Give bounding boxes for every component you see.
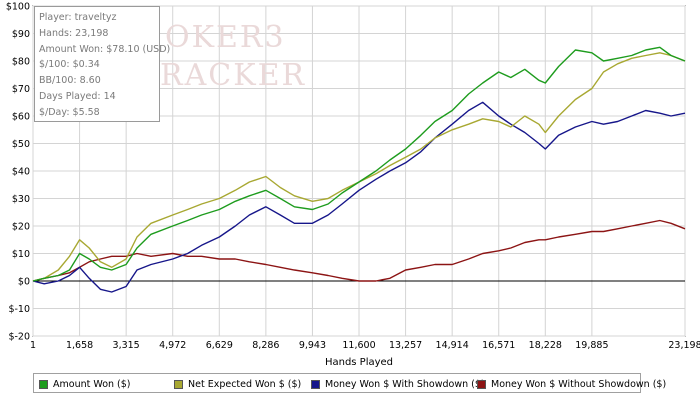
y-tick-label: $100 <box>6 2 30 13</box>
x-tick-label: 19,885 <box>575 340 608 351</box>
y-tick-label: $10 <box>12 249 30 260</box>
dollars-per-100: $/100: $0.34 <box>39 59 100 71</box>
y-tick-label: $30 <box>12 194 30 205</box>
x-axis-tick-labels: 1 1,658 3,315 4,972 6,629 8,286 9,943 11,600 13,… <box>30 340 700 351</box>
x-tick-label: 13,257 <box>389 340 422 351</box>
x-tick-label: 1 <box>30 340 36 351</box>
amount-won: Amount Won: $78.10 (USD) <box>39 43 171 55</box>
x-tick-label: 3,315 <box>113 340 140 351</box>
x-tick-label: 11,600 <box>342 340 375 351</box>
x-tick-label: 4,972 <box>159 340 186 351</box>
hands-count: Hands: 23,198 <box>39 27 109 39</box>
legend-swatch <box>39 379 48 389</box>
legend-swatch <box>477 379 486 389</box>
legend-label: Amount Won ($) <box>53 378 131 390</box>
series-line-money-won-with-showdown <box>32 101 686 293</box>
chart-legend: Amount Won ($) Net Expected Won $ ($) Mo… <box>33 373 666 393</box>
x-tick-label: 23,198 <box>668 340 700 351</box>
y-tick-label: $80 <box>12 57 30 68</box>
x-tick-label: 18,228 <box>529 340 562 351</box>
legend-label: Money Won $ Without Showdown ($) <box>491 378 667 390</box>
watermark-logo: OKER3 RACKER <box>160 20 306 93</box>
y-tick-label: $50 <box>12 139 30 150</box>
legend-item-without-showdown[interactable]: Money Won $ Without Showdown ($) <box>477 378 666 390</box>
series-line-money-won-without-showdown <box>32 219 686 282</box>
x-tick-label: 8,286 <box>252 340 279 351</box>
y-tick-label: $20 <box>12 222 30 233</box>
series-line-amount-won <box>32 46 686 282</box>
y-axis-tick-labels: $-20 $-10 $0 $10 $20 $30 $40 $50 $60 $70 $80 $90 $10… <box>6 2 30 343</box>
x-tick-label: 1,658 <box>66 340 93 351</box>
series-lines <box>32 46 686 293</box>
legend-label: Money Won $ With Showdown ($) <box>325 378 485 390</box>
player-stats-box: Player: traveltyz Hands: 23,198 Amount W… <box>34 6 171 122</box>
y-tick-label: $-20 <box>8 332 30 343</box>
x-tick-label: 9,943 <box>299 340 326 351</box>
x-tick-label: 16,571 <box>482 340 515 351</box>
dollars-per-day: $/Day: $5.58 <box>39 106 100 118</box>
legend-item-net-expected[interactable]: Net Expected Won $ ($) <box>174 378 301 390</box>
legend-swatch <box>311 379 320 389</box>
days-played: Days Played: 14 <box>39 90 116 102</box>
legend-swatch <box>174 379 183 389</box>
y-tick-label: $40 <box>12 167 30 178</box>
legend-item-with-showdown[interactable]: Money Won $ With Showdown ($) <box>311 378 485 390</box>
y-tick-label: $0 <box>18 277 30 288</box>
legend-label: Net Expected Won $ ($) <box>188 378 302 390</box>
y-tick-label: $-10 <box>8 304 30 315</box>
y-tick-label: $70 <box>12 84 30 95</box>
y-tick-label: $90 <box>12 29 30 40</box>
watermark-line-2: RACKER <box>160 58 306 93</box>
x-tick-label: 6,629 <box>206 340 233 351</box>
legend-item-amount-won[interactable]: Amount Won ($) <box>39 378 131 390</box>
player-name: Player: traveltyz <box>39 12 117 23</box>
bb-per-100: BB/100: 8.60 <box>39 75 101 87</box>
x-tick-label: 14,914 <box>436 340 469 351</box>
watermark-line-1: OKER3 <box>165 20 286 55</box>
y-tick-label: $60 <box>12 112 30 123</box>
x-axis-title: Hands Played <box>325 357 393 368</box>
